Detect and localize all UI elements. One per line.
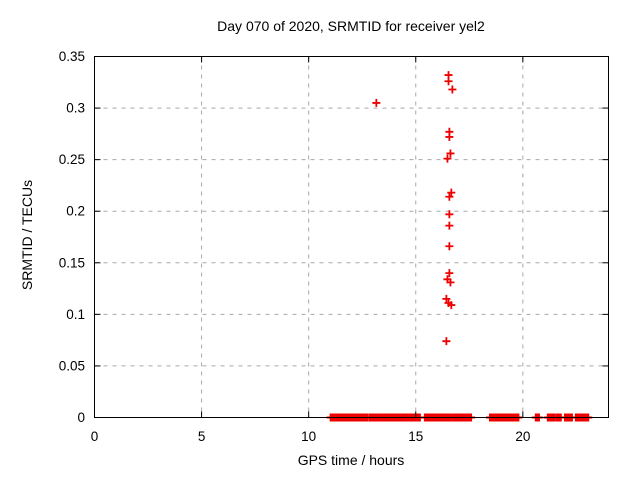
- svg-text:0.05: 0.05: [59, 358, 85, 373]
- svg-text:0: 0: [91, 429, 99, 444]
- tick-marks: [94, 56, 609, 418]
- svg-text:0.15: 0.15: [59, 255, 85, 270]
- y-tick-labels: 0 0.05 0.1 0.15 0.2 0.25 0.3 0.35: [59, 49, 85, 425]
- x-axis-label: GPS time / hours: [297, 452, 405, 468]
- svg-text:0.2: 0.2: [66, 204, 85, 219]
- svg-text:10: 10: [301, 429, 316, 444]
- svg-text:0.1: 0.1: [66, 307, 85, 322]
- svg-text:0.35: 0.35: [59, 49, 85, 64]
- svg-text:0.25: 0.25: [59, 152, 85, 167]
- svg-text:0: 0: [77, 410, 85, 425]
- chart-title: Day 070 of 2020, SRMTID for receiver yel…: [217, 18, 485, 34]
- x-tick-labels: 0 5 10 15 20: [91, 429, 531, 444]
- svg-text:20: 20: [515, 429, 530, 444]
- svg-text:15: 15: [408, 429, 423, 444]
- plot-border: [94, 56, 609, 418]
- data-point-markers: [372, 71, 457, 346]
- svg-text:0.3: 0.3: [66, 101, 85, 116]
- gridlines: [94, 56, 609, 418]
- svg-text:5: 5: [198, 429, 206, 444]
